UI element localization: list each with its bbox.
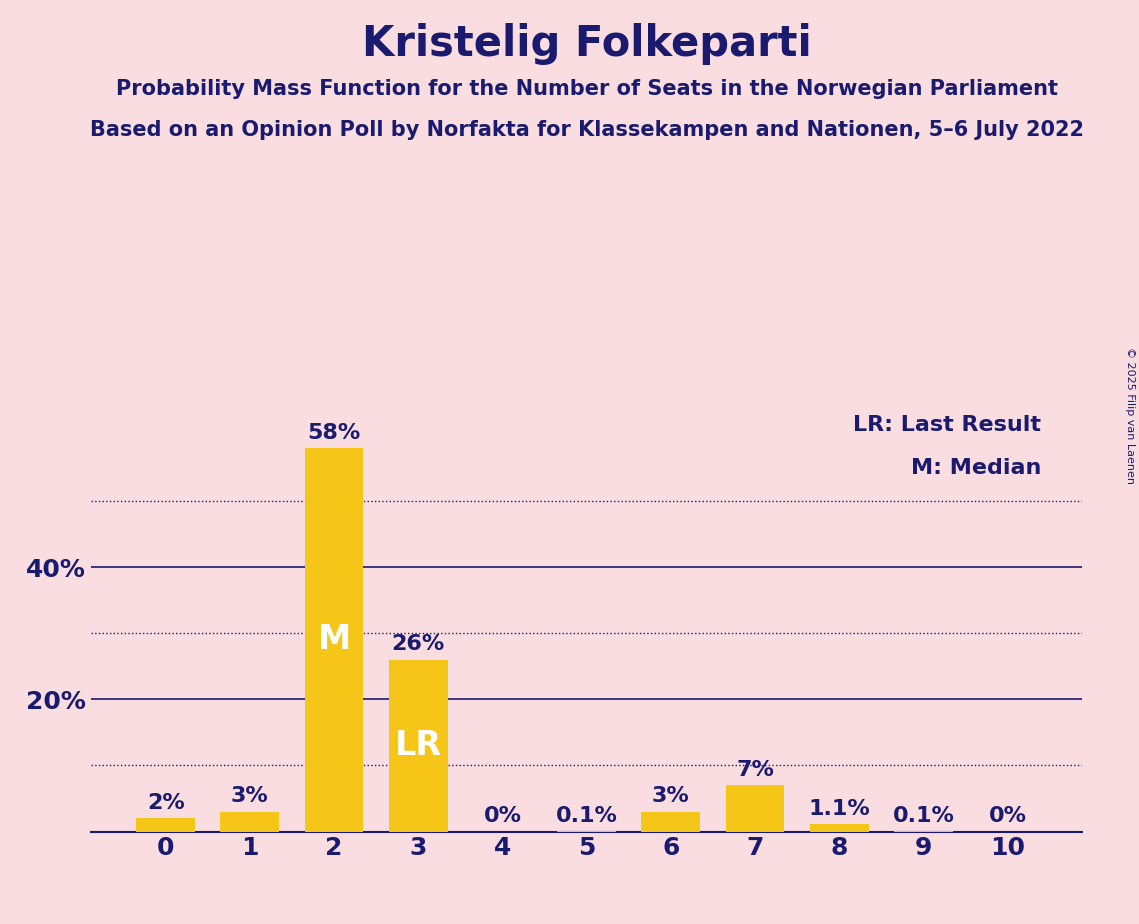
Text: 58%: 58% bbox=[308, 423, 361, 443]
Text: 0.1%: 0.1% bbox=[556, 806, 617, 826]
Text: 3%: 3% bbox=[652, 786, 689, 807]
Text: 26%: 26% bbox=[392, 635, 445, 654]
Text: 1.1%: 1.1% bbox=[809, 799, 870, 819]
Text: 0.1%: 0.1% bbox=[893, 806, 954, 826]
Bar bbox=[388, 660, 448, 832]
Text: M: M bbox=[318, 624, 351, 656]
Bar bbox=[220, 812, 279, 832]
Text: 3%: 3% bbox=[231, 786, 269, 807]
Text: 0%: 0% bbox=[483, 807, 522, 826]
Bar bbox=[810, 824, 869, 832]
Bar bbox=[137, 819, 195, 832]
Text: LR: Last Result: LR: Last Result bbox=[853, 415, 1041, 435]
Bar bbox=[641, 812, 700, 832]
Text: © 2025 Filip van Laenen: © 2025 Filip van Laenen bbox=[1125, 347, 1134, 484]
Text: 7%: 7% bbox=[736, 760, 773, 780]
Bar bbox=[726, 785, 785, 832]
Text: LR: LR bbox=[394, 729, 442, 762]
Text: M: Median: M: Median bbox=[911, 458, 1041, 478]
Bar bbox=[304, 448, 363, 832]
Text: 0%: 0% bbox=[989, 807, 1026, 826]
Text: 2%: 2% bbox=[147, 793, 185, 813]
Text: Probability Mass Function for the Number of Seats in the Norwegian Parliament: Probability Mass Function for the Number… bbox=[115, 79, 1058, 99]
Text: Based on an Opinion Poll by Norfakta for Klassekampen and Nationen, 5–6 July 202: Based on an Opinion Poll by Norfakta for… bbox=[90, 120, 1083, 140]
Text: Kristelig Folkeparti: Kristelig Folkeparti bbox=[362, 23, 811, 65]
